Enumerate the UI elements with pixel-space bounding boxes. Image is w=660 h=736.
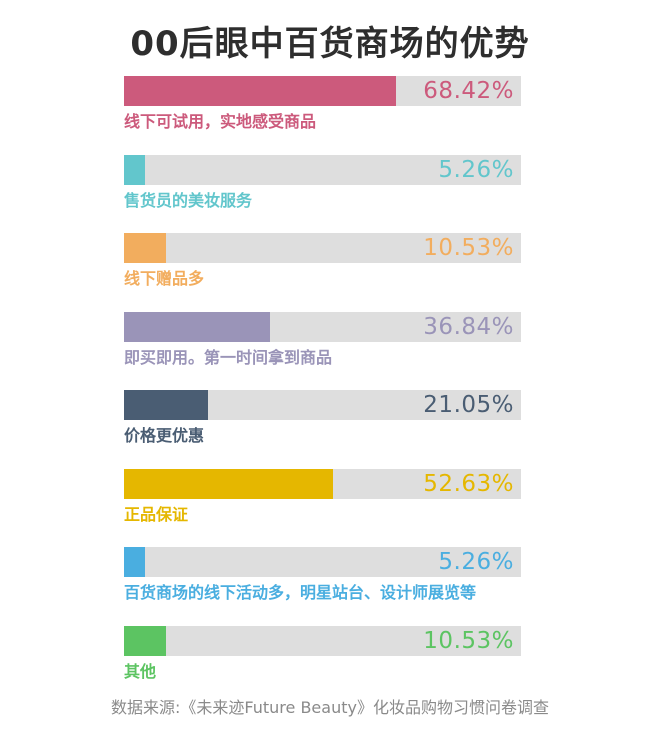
bar-row: 5.26% 售货员的美妆服务 xyxy=(0,155,660,215)
bar-value-label: 5.26% xyxy=(438,549,514,575)
bar-track xyxy=(124,233,521,263)
bar-value-label: 68.42% xyxy=(423,78,514,104)
bar-row: 68.42% 线下可试用，实地感受商品 xyxy=(0,76,660,136)
bar-track xyxy=(124,469,521,499)
bar-value-label: 36.84% xyxy=(423,314,514,340)
bar-fill xyxy=(124,76,396,106)
bar-track xyxy=(124,547,521,577)
bar-category-label: 其他 xyxy=(124,662,157,681)
bar-category-label: 价格更优惠 xyxy=(124,426,205,445)
bar-row: 10.53% 线下赠品多 xyxy=(0,233,660,293)
bar-row: 21.05% 价格更优惠 xyxy=(0,390,660,450)
bar-category-label: 百货商场的线下活动多，明星站台、设计师展览等 xyxy=(124,583,477,602)
bar-track xyxy=(124,312,521,342)
bar-track xyxy=(124,76,521,106)
bar-row: 36.84% 即买即用。第一时间拿到商品 xyxy=(0,312,660,372)
bar-row: 52.63% 正品保证 xyxy=(0,469,660,529)
bar-fill xyxy=(124,390,208,420)
bar-track xyxy=(124,155,521,185)
source-note: 数据来源:《未来迹Future Beauty》化妆品购物习惯问卷调查 xyxy=(111,698,549,717)
bar-category-label: 线下可试用，实地感受商品 xyxy=(124,112,317,131)
bar-row: 10.53% 其他 xyxy=(0,626,660,686)
bar-track xyxy=(124,390,521,420)
bar-value-label: 21.05% xyxy=(423,392,514,418)
bar-value-label: 10.53% xyxy=(423,628,514,654)
bar-fill xyxy=(124,469,333,499)
bar-category-label: 线下赠品多 xyxy=(124,269,205,288)
bar-value-label: 10.53% xyxy=(423,235,514,261)
bar-fill xyxy=(124,233,166,263)
bar-value-label: 5.26% xyxy=(438,157,514,183)
bar-value-label: 52.63% xyxy=(423,471,514,497)
bar-row: 5.26% 百货商场的线下活动多，明星站台、设计师展览等 xyxy=(0,547,660,607)
bar-fill xyxy=(124,155,145,185)
bar-fill xyxy=(124,626,166,656)
bar-category-label: 正品保证 xyxy=(124,505,189,524)
bar-category-label: 售货员的美妆服务 xyxy=(124,191,253,210)
bar-fill xyxy=(124,312,271,342)
chart-title: 00后眼中百货商场的优势 xyxy=(130,24,530,64)
bar-track xyxy=(124,626,521,656)
bar-category-label: 即买即用。第一时间拿到商品 xyxy=(124,348,333,367)
bar-fill xyxy=(124,547,145,577)
